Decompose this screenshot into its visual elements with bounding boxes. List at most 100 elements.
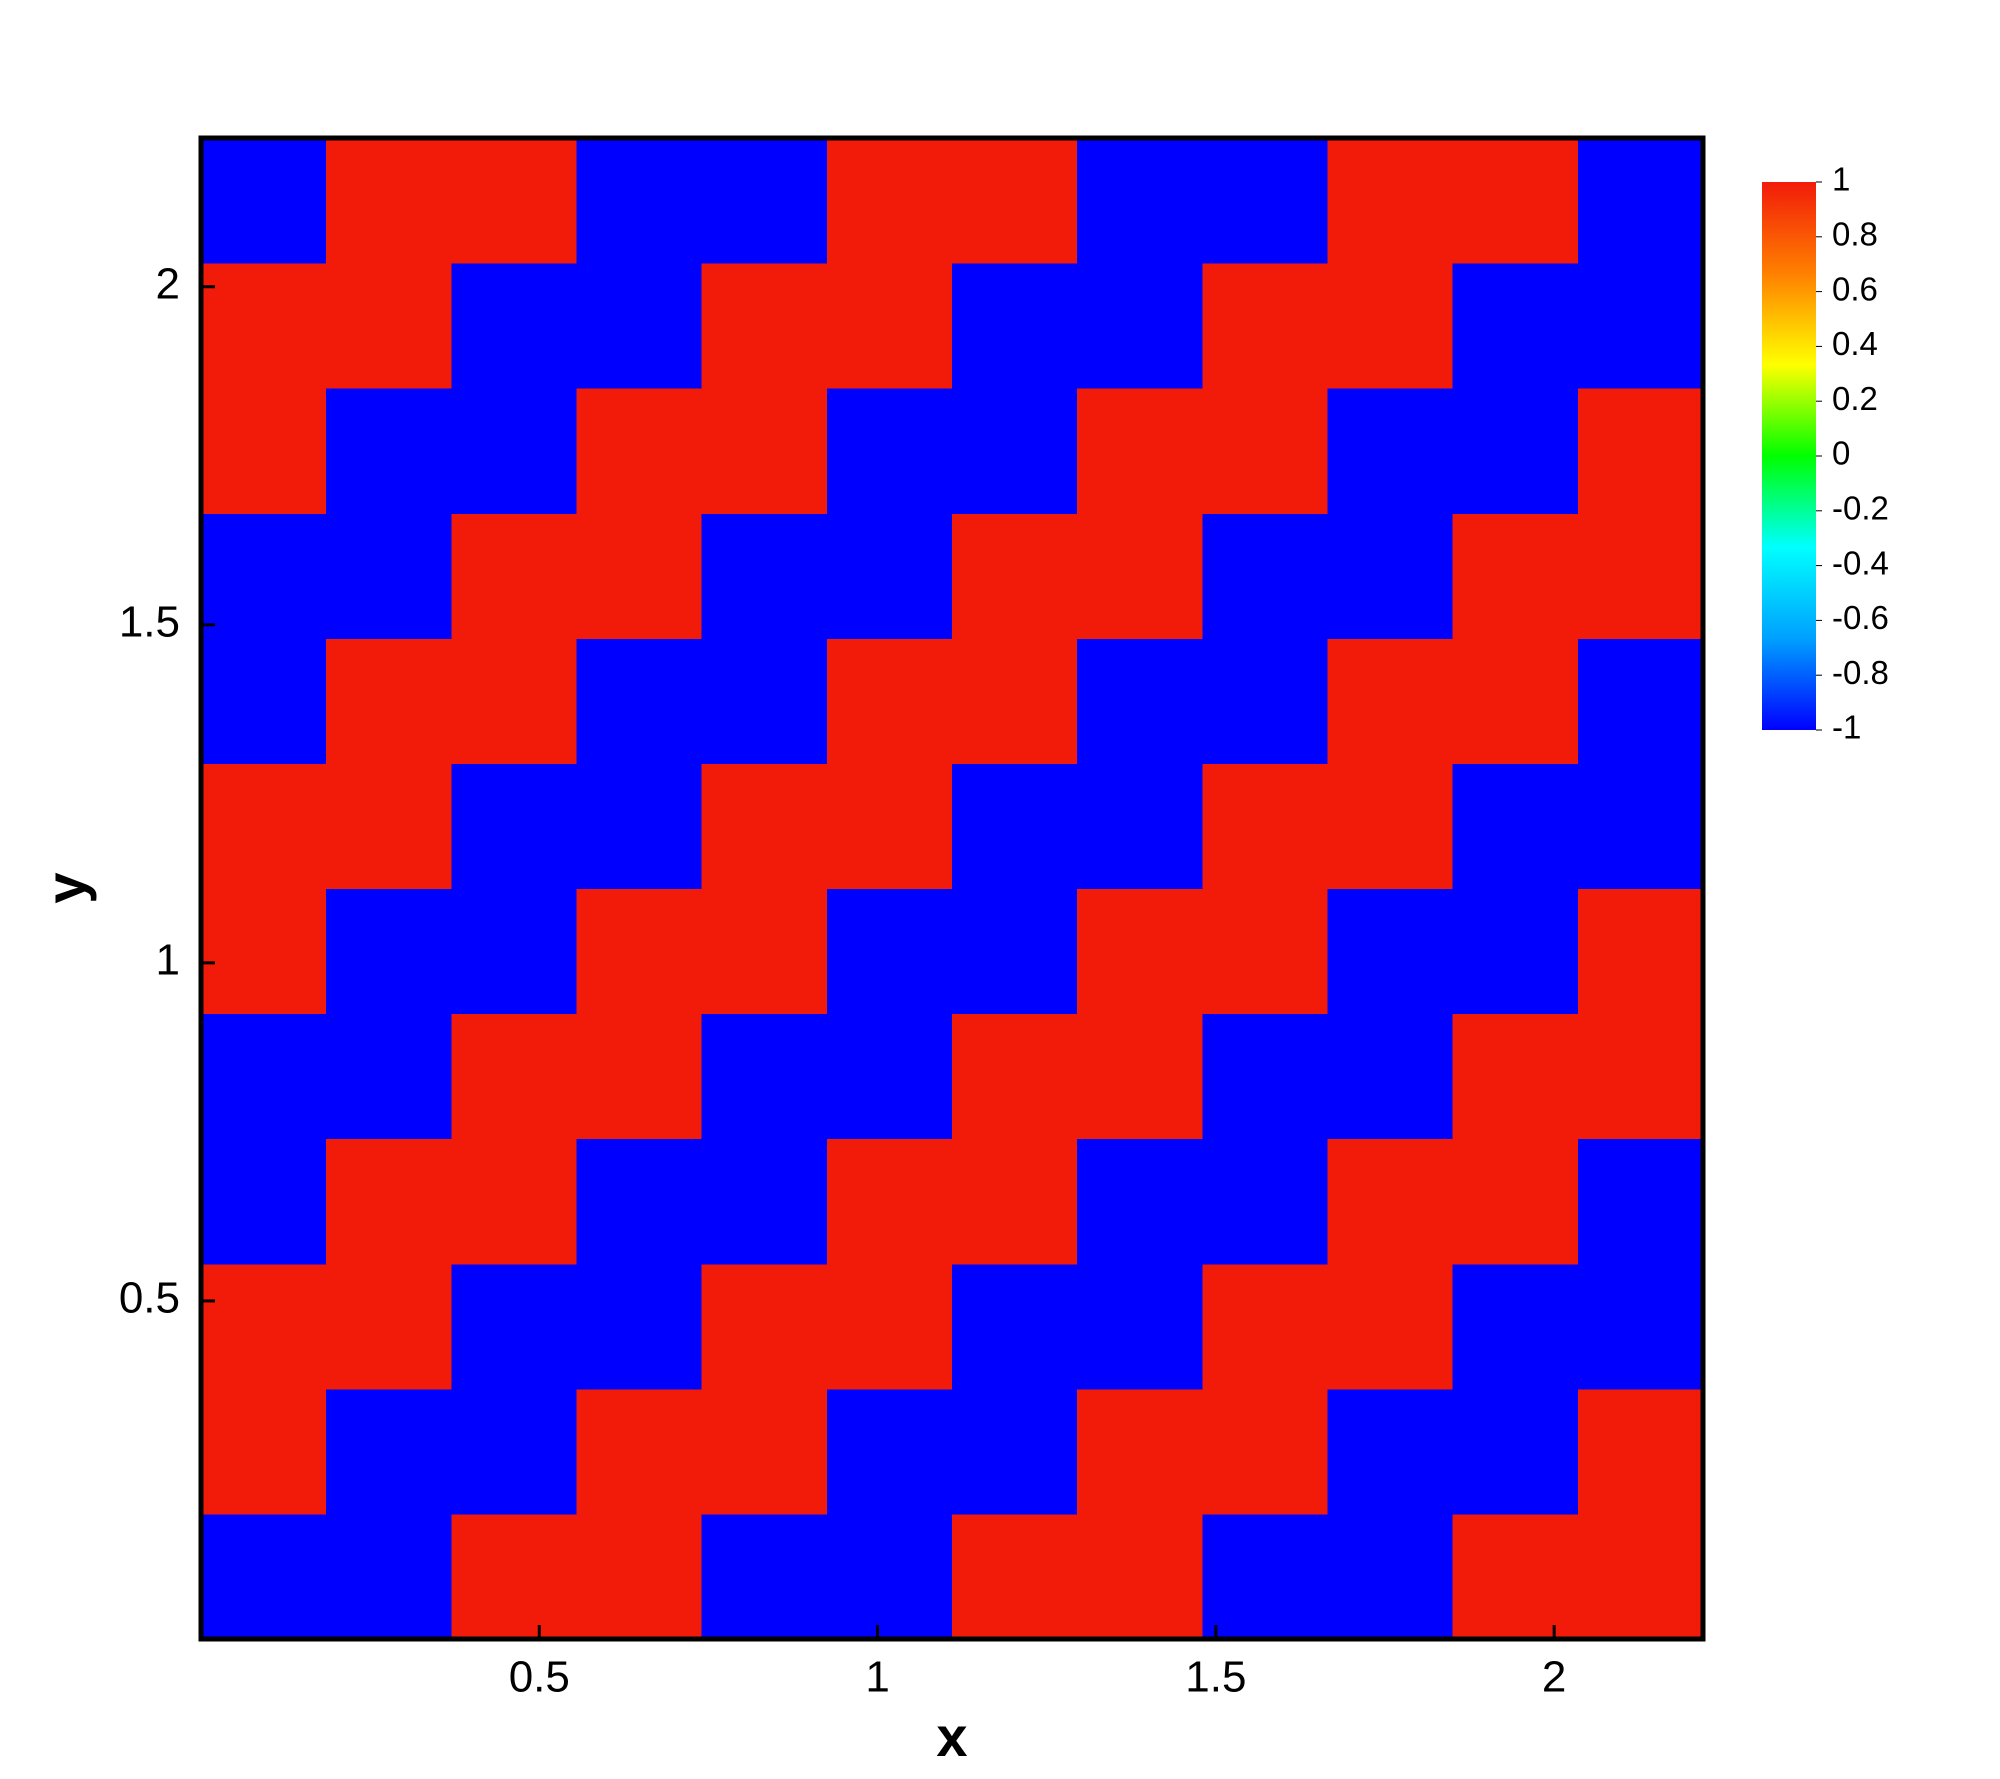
contour-cell [701, 1263, 828, 1390]
colorbar-tick-label: 0.8 [1832, 216, 1878, 253]
colorbar [1762, 182, 1816, 730]
colorbar-tick-label: 0.6 [1832, 270, 1878, 307]
contour-cell [1202, 888, 1328, 1015]
contour-cell [826, 1388, 953, 1515]
contour-cell [1577, 263, 1704, 389]
contour-cell [201, 138, 327, 264]
contour-cell [701, 388, 828, 514]
contour-cell [952, 1513, 1078, 1640]
contour-cell [1202, 1013, 1328, 1140]
contour-cell [201, 388, 327, 514]
contour-cell [1077, 138, 1203, 264]
contour-cell [1202, 763, 1328, 889]
contour-cell [1452, 1263, 1579, 1390]
contour-cell [1077, 888, 1203, 1015]
contour-cell [1577, 138, 1704, 264]
contour-cell [326, 1513, 452, 1640]
contour-cell [1452, 1013, 1579, 1140]
contour-cell [451, 1138, 577, 1265]
contour-cell [952, 138, 1078, 264]
contour-cell [201, 1388, 327, 1515]
contour-cell [201, 888, 327, 1015]
contour-cell [1327, 1138, 1454, 1265]
contour-cell [1327, 388, 1454, 514]
contour-cell [576, 1388, 703, 1515]
contour-cell [576, 263, 703, 389]
contour-cell [1327, 763, 1454, 889]
contour-cell [1577, 1263, 1704, 1390]
contour-cell [1452, 388, 1579, 514]
y-tick-label: 1.5 [119, 597, 180, 646]
contour-cell [1577, 513, 1704, 639]
contour-cell [201, 763, 327, 889]
contour-cell [576, 1263, 703, 1390]
contour-cell [576, 763, 703, 889]
contour-cell [451, 1263, 577, 1390]
contour-cell [952, 1388, 1078, 1515]
contour-cell [1077, 1138, 1203, 1265]
contour-cell [826, 1138, 953, 1265]
contour-cell [701, 513, 828, 639]
contour-cell [326, 1388, 452, 1515]
contour-cell [201, 263, 327, 389]
plot-frame [198, 135, 1706, 1642]
contour-cell [952, 263, 1078, 389]
contour-cell [326, 263, 452, 389]
contour-cell [701, 1138, 828, 1265]
contour-cell [201, 513, 327, 639]
contour-cell [576, 1138, 703, 1265]
contour-cell [576, 388, 703, 514]
contour-cell [576, 1013, 703, 1140]
x-tick-label: 1.5 [1185, 1653, 1246, 1702]
contour-cell [701, 1513, 828, 1640]
contour-cell [201, 1263, 327, 1390]
colorbar-tick-label: -0.2 [1832, 490, 1889, 527]
contour-cell [201, 1013, 327, 1140]
y-tick-label: 0.5 [119, 1274, 180, 1323]
contour-cell [826, 1013, 953, 1140]
contour-cell [1202, 1263, 1328, 1390]
contour-cell [451, 138, 577, 264]
colorbar-tick-label: -0.8 [1832, 654, 1889, 691]
contour-cell [576, 138, 703, 264]
contour-cell [826, 763, 953, 889]
y-axis-label: y [34, 872, 97, 903]
contour-cell [952, 1263, 1078, 1390]
x-tick-label: 1 [865, 1653, 889, 1702]
contour-cell [1452, 888, 1579, 1015]
contour-cell [326, 388, 452, 514]
contour-cell [1202, 263, 1328, 389]
contour-cell [1577, 1513, 1704, 1640]
contour-cell [326, 138, 452, 264]
contour-cell [826, 263, 953, 389]
contour-cell [1202, 388, 1328, 514]
contour-cell [701, 638, 828, 764]
contour-cell [1202, 138, 1328, 264]
contour-cell [1077, 1013, 1203, 1140]
contour-cell [1452, 1513, 1579, 1640]
contour-cell [1577, 638, 1704, 764]
contour-cell [701, 263, 828, 389]
contour-cell [952, 638, 1078, 764]
contour-cell [952, 388, 1078, 514]
contour-field [201, 138, 1704, 1640]
contour-cell [826, 638, 953, 764]
colorbar-tick-label: -1 [1832, 709, 1861, 746]
contour-cell [451, 513, 577, 639]
contour-cell [201, 1513, 327, 1640]
contour-cell [1077, 388, 1203, 514]
contour-cell [1077, 1388, 1203, 1515]
contour-cell [1077, 638, 1203, 764]
contour-cell [1202, 1388, 1328, 1515]
contour-cell [326, 888, 452, 1015]
contour-cell [701, 138, 828, 264]
contour-cell [201, 638, 327, 764]
contour-cell [952, 763, 1078, 889]
contour-cell [1327, 138, 1454, 264]
x-tick-label: 0.5 [509, 1653, 570, 1702]
contour-cell [1452, 263, 1579, 389]
contour-cell [576, 888, 703, 1015]
y-tick-label: 2 [156, 259, 180, 308]
contour-cell [952, 1013, 1078, 1140]
